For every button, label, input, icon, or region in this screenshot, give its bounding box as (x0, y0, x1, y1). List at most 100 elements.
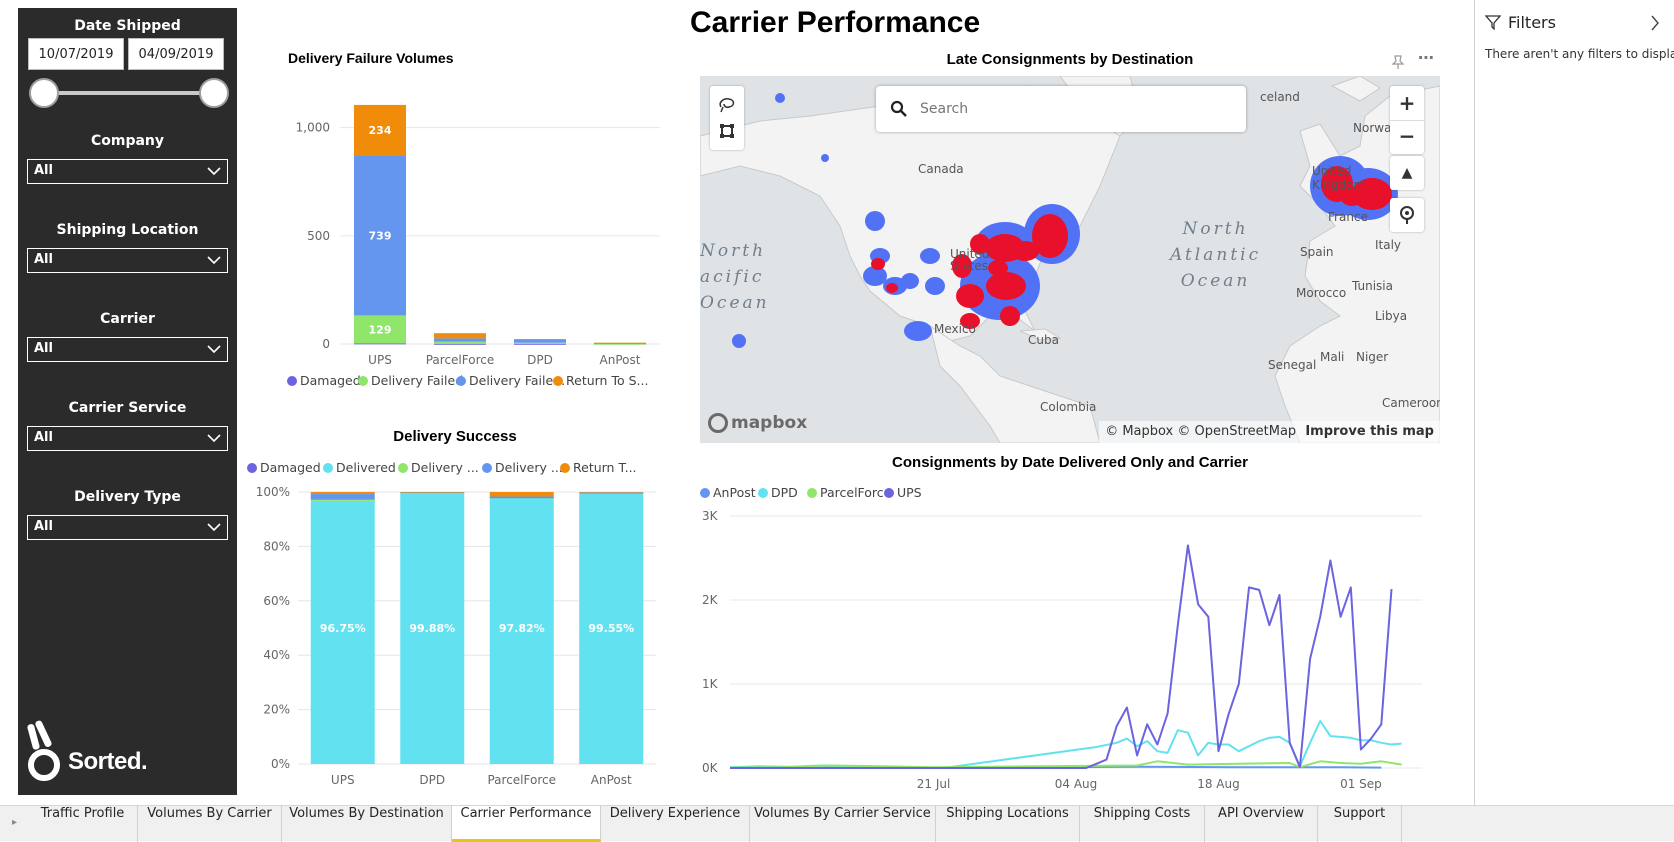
y-tick-label: 20% (263, 703, 290, 717)
map-title: Late Consignments by Destination (946, 51, 1194, 68)
map-label-spain: Spain (1300, 245, 1334, 259)
improve-map-link[interactable]: Improve this map (1305, 424, 1434, 439)
tab-volumes-by-destination[interactable]: Volumes By Destination (282, 806, 452, 842)
tab-api-overview[interactable]: API Overview (1205, 806, 1318, 842)
map-label-cuba: Cuba (1028, 333, 1059, 347)
carrier-service-value: All (34, 430, 53, 445)
x-tick-label: 18 Aug (1197, 777, 1240, 791)
pin-icon[interactable] (1390, 54, 1406, 70)
date-end-input[interactable]: 04/09/2019 (128, 38, 224, 70)
legend-marker (758, 488, 768, 498)
legend-label: Damaged (300, 373, 361, 388)
compass-icon[interactable]: ▲ (1390, 156, 1424, 190)
bar-segment (514, 339, 566, 341)
data-label: 99.88% (409, 622, 455, 635)
bar-segment (594, 343, 646, 345)
company-title: Company (90, 133, 165, 149)
legend-label: Return T... (573, 460, 637, 475)
date-start-handle[interactable] (29, 78, 59, 108)
date-start-input[interactable]: 10/07/2019 (28, 38, 124, 70)
map-label-iceland: celand (1260, 90, 1300, 104)
x-tick-label: AnPost (591, 773, 632, 787)
bar-segment (354, 315, 406, 344)
logo-text: Sorted. (68, 748, 148, 775)
bar-segment (310, 499, 375, 501)
legend-marker (287, 376, 297, 386)
delivery-type-value: All (34, 519, 53, 534)
more-options-icon[interactable]: ⋯ (1418, 48, 1434, 67)
x-tick-label: DPD (419, 773, 445, 787)
shipping-location-value: All (34, 252, 53, 267)
y-tick-label: 40% (263, 648, 290, 662)
chart-title: Delivery Failure Volumes (288, 50, 454, 66)
x-tick-label: UPS (368, 353, 392, 367)
map-label-north-pacific: North acific Ocean (700, 241, 770, 313)
delivery-type-dropdown[interactable]: All (27, 515, 228, 540)
legend-label: AnPost (713, 485, 756, 500)
map-search-box[interactable] (876, 86, 1246, 132)
tab-shipping-locations[interactable]: Shipping Locations (936, 806, 1080, 842)
y-tick-label: 500 (307, 229, 330, 243)
tab-carrier-performance[interactable]: Carrier Performance (452, 806, 601, 842)
y-tick-label: 100% (256, 485, 290, 499)
page-tab-bar: ▸ Traffic Profile Volumes By Carrier Vol… (0, 805, 1674, 842)
bar-segment (310, 500, 375, 764)
attribution-text[interactable]: © Mapbox © OpenStreetMap (1105, 424, 1297, 439)
date-end-handle[interactable] (199, 78, 229, 108)
date-shipped-title: Date Shipped (74, 18, 181, 34)
map-search-input[interactable] (920, 98, 1220, 120)
tab-delivery-experience[interactable]: Delivery Experience (601, 806, 750, 842)
zoom-in-icon[interactable]: + (1398, 91, 1416, 115)
map-label-senegal: Senegal (1268, 358, 1317, 372)
data-label: 99.55% (588, 622, 634, 635)
legend-label: DPD (771, 485, 798, 500)
delivery-success-chart: Damaged Delivered Delivery ... Delivery ...… (247, 460, 656, 787)
bar-segment (434, 343, 486, 345)
legend-marker (700, 488, 710, 498)
carrier-service-title: Carrier Service (68, 400, 187, 416)
chevron-right-icon[interactable] (1650, 15, 1660, 31)
tab-volumes-by-carrier-service[interactable]: Volumes By Carrier Service (750, 806, 936, 842)
date-range-track[interactable] (44, 91, 214, 95)
legend-marker (398, 463, 408, 473)
map-selection-tools[interactable] (710, 86, 744, 150)
zoom-controls: + − (1390, 86, 1424, 154)
shipping-location-dropdown[interactable]: All (27, 248, 228, 273)
carrier-service-dropdown[interactable]: All (27, 426, 228, 451)
bar-segment (310, 492, 375, 495)
legend-label: Delivery Failed (371, 373, 463, 388)
bar-segment (434, 338, 486, 342)
tab-shipping-costs[interactable]: Shipping Costs (1080, 806, 1205, 842)
carrier-dropdown[interactable]: All (27, 337, 228, 362)
locate-icon[interactable] (1390, 198, 1424, 232)
bar-segment (310, 494, 375, 500)
data-label: 739 (369, 229, 392, 242)
legend-label: Damaged (260, 460, 321, 475)
zoom-out-icon[interactable]: − (1390, 120, 1424, 154)
tab-support[interactable]: Support (1318, 806, 1402, 842)
rectangle-select-icon[interactable] (719, 123, 735, 139)
tab-scroll-left-icon[interactable]: ▸ (12, 817, 18, 828)
company-dropdown[interactable]: All (27, 159, 228, 184)
bar-segment (579, 492, 644, 494)
bar-segment (514, 343, 566, 345)
map-label-morocco: Morocco (1296, 286, 1347, 300)
x-tick-label: DPD (527, 353, 553, 367)
lasso-icon[interactable] (718, 97, 736, 113)
y-tick-label: 0 (322, 337, 330, 351)
filters-pane: Filters There aren't any filters to disp… (1474, 0, 1674, 805)
legend-label: Delivery ... (495, 460, 563, 475)
data-label: 96.75% (320, 622, 366, 635)
bar-segment (400, 492, 465, 764)
delivery-failure-chart: 0 500 1,000 UPS ParcelForce DPD AnPost 234 739 12… (287, 104, 660, 388)
series-line (729, 760, 1402, 769)
bar-segment (434, 341, 486, 344)
map-label-tunisia: Tunisia (1352, 279, 1393, 293)
map-visual[interactable]: Canada United States Mexico Cuba Colombi… (700, 76, 1440, 443)
tab-traffic-profile[interactable]: Traffic Profile (28, 806, 138, 842)
tab-volumes-by-carrier[interactable]: Volumes By Carrier (138, 806, 282, 842)
chevron-down-icon (207, 523, 221, 532)
bar-segment (489, 497, 554, 499)
x-tick-label: 01 Sep (1340, 777, 1382, 791)
bar-segment (514, 339, 566, 343)
